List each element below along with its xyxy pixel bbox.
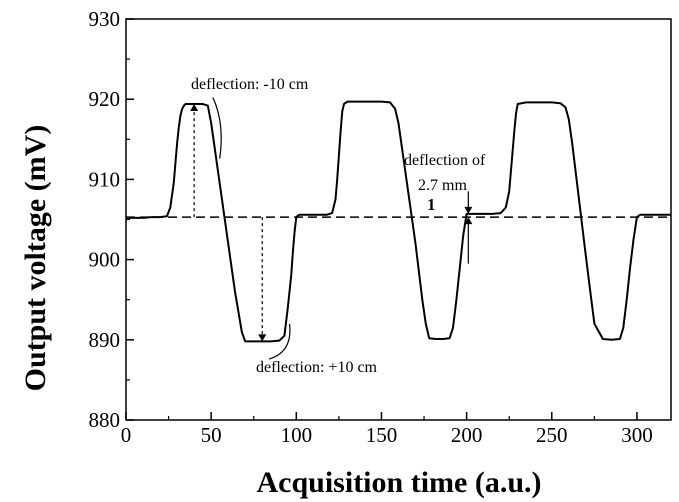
y-tick-label: 920 <box>89 87 121 111</box>
annotation-deflection-minus: deflection: -10 cm <box>191 76 309 93</box>
y-tick-label: 930 <box>89 7 121 31</box>
y-tick-label: 880 <box>89 408 121 432</box>
arrow-head <box>190 104 199 112</box>
y-tick-label: 890 <box>89 328 121 352</box>
leader-minus <box>212 97 222 159</box>
plot-frame <box>125 18 672 421</box>
series-line <box>126 100 671 343</box>
annotation-deflection-of: deflection of <box>404 152 486 169</box>
tick-labels: 0 50 100 150 200 250 300 880 890 900 910 920 930 <box>89 7 653 447</box>
arrow-head <box>464 206 473 214</box>
arrow-head <box>464 217 473 225</box>
x-tick-label: 150 <box>366 423 398 447</box>
y-tick-label: 900 <box>89 248 121 272</box>
arrow-head <box>258 334 267 342</box>
annotation-2-7-mm: 2.7 mm <box>418 177 467 194</box>
x-tick-label: 300 <box>621 423 653 447</box>
y-axis-title: Output voltage (mV) <box>19 125 52 392</box>
x-tick-label: 200 <box>451 423 483 447</box>
x-axis-title: Acquisition time (a.u.) <box>257 466 542 499</box>
x-tick-label: 50 <box>201 423 222 447</box>
y-tick-label: 910 <box>89 167 121 191</box>
x-tick-label: 100 <box>281 423 313 447</box>
annotation-deflection-plus: deflection: +10 cm <box>256 359 378 376</box>
leader-plus <box>268 323 291 360</box>
x-tick-label: 250 <box>536 423 568 447</box>
annotation-marks <box>190 97 473 360</box>
x-tick-label: 0 <box>121 423 132 447</box>
annotation-label-1: 1 <box>427 195 436 214</box>
